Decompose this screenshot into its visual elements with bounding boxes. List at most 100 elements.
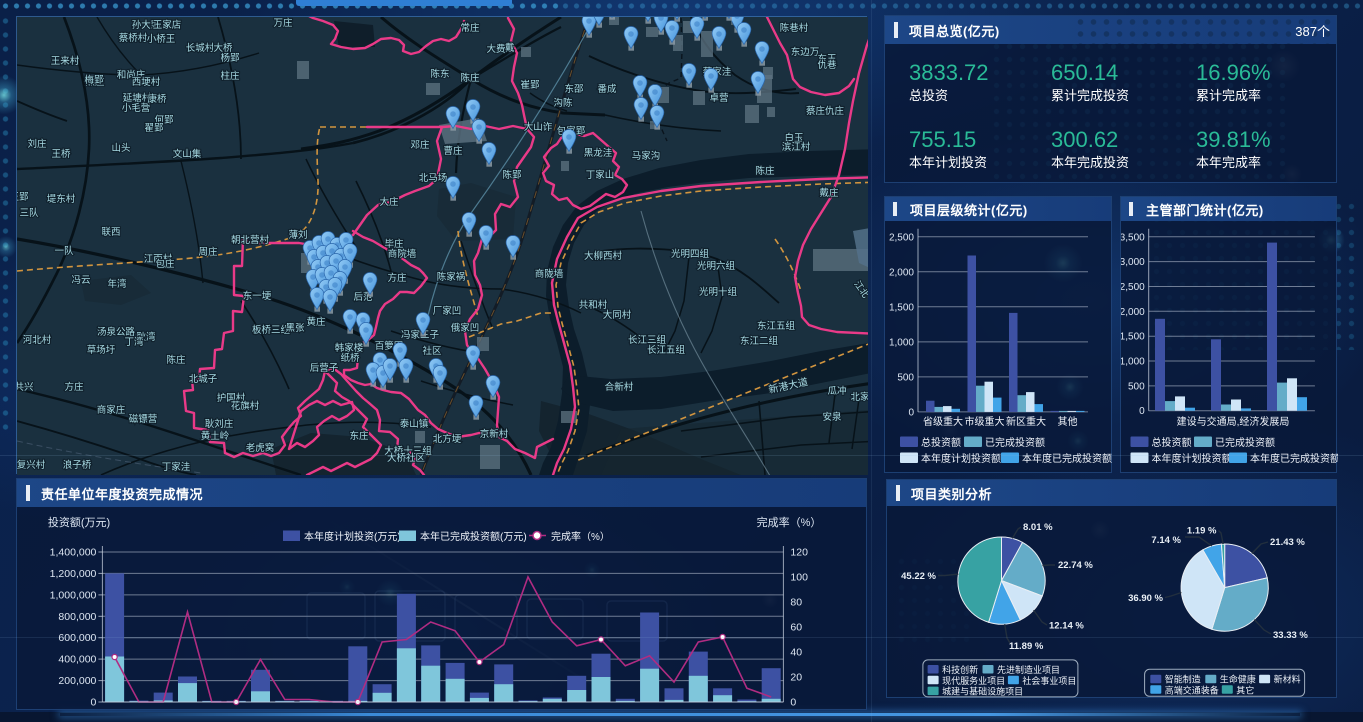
svg-text:800,000: 800,000	[58, 611, 96, 623]
svg-text:陈东: 陈东	[430, 68, 449, 80]
svg-text:城建与基础设施项目: 城建与基础设施项目	[942, 686, 1023, 697]
svg-text:黑龙洼: 黑龙洼	[584, 147, 613, 159]
svg-text:堤东村: 堤东村	[47, 193, 76, 205]
svg-text:生命健康: 生命健康	[1220, 674, 1256, 685]
svg-text:孙大郢: 孙大郢	[132, 19, 161, 31]
svg-text:光明十组: 光明十组	[699, 286, 738, 298]
svg-text:本年度已完成投资额: 本年度已完成投资额	[1022, 452, 1112, 465]
svg-text:500: 500	[1128, 381, 1145, 392]
svg-text:长江五组: 长江五组	[647, 344, 686, 356]
svg-text:仇巷: 仇巷	[817, 59, 837, 71]
svg-text:番成: 番成	[597, 83, 617, 95]
svg-text:2,500: 2,500	[889, 232, 914, 243]
svg-text:丁湾: 丁湾	[124, 336, 144, 348]
svg-text:梅郢: 梅郢	[84, 74, 104, 86]
svg-text:陈巷村: 陈巷村	[780, 22, 809, 34]
svg-text:总投资额: 总投资额	[1152, 436, 1192, 449]
svg-text:1,000,000: 1,000,000	[50, 589, 97, 601]
svg-text:22.74 %: 22.74 %	[1058, 560, 1093, 571]
svg-text:耿湾: 耿湾	[136, 331, 156, 343]
svg-text:杨郢: 杨郢	[220, 52, 240, 64]
svg-text:包庄: 包庄	[155, 258, 175, 270]
svg-text:戴庄: 戴庄	[819, 187, 839, 199]
svg-text:光明六组: 光明六组	[697, 260, 736, 272]
svg-text:45.22 %: 45.22 %	[901, 571, 936, 582]
svg-text:1,500: 1,500	[1121, 332, 1145, 343]
svg-text:大庄: 大庄	[379, 196, 399, 208]
svg-text:山头: 山头	[111, 142, 130, 154]
svg-text:大戴: 大戴	[495, 42, 515, 54]
svg-text:北马场: 北马场	[419, 173, 448, 184]
svg-text:其他: 其他	[1058, 415, 1078, 428]
svg-text:泰山镇: 泰山镇	[400, 418, 429, 430]
svg-text:韩家楼: 韩家楼	[335, 342, 364, 354]
svg-text:400,000: 400,000	[58, 654, 96, 666]
svg-text:黄庄: 黄庄	[306, 316, 326, 328]
svg-text:厂家凹: 厂家凹	[433, 305, 462, 317]
svg-text:纸桥: 纸桥	[340, 352, 360, 364]
svg-text:40: 40	[790, 647, 802, 659]
svg-text:1,000: 1,000	[1121, 357, 1145, 368]
svg-text:柱庄: 柱庄	[220, 70, 240, 82]
svg-text:联西: 联西	[101, 227, 120, 238]
svg-text:东江二组: 东江二组	[740, 335, 779, 347]
svg-text:高端交通装备: 高端交通装备	[1165, 684, 1219, 695]
svg-text:东边万: 东边万	[791, 46, 820, 58]
svg-text:总投资额: 总投资额	[921, 436, 961, 449]
svg-text:东庄: 东庄	[349, 430, 369, 442]
svg-text:本年度计划投资(万元): 本年度计划投资(万元)	[304, 530, 401, 543]
svg-text:崔郢: 崔郢	[520, 79, 540, 91]
svg-text:复兴村: 复兴村	[17, 459, 46, 471]
svg-text:护国村: 护国村	[217, 392, 246, 404]
svg-text:长城村: 长城村	[186, 42, 215, 54]
svg-text:1,400,000: 1,400,000	[50, 547, 97, 559]
svg-text:北城子: 北城子	[189, 374, 218, 385]
svg-text:社区: 社区	[422, 345, 442, 357]
svg-text:科技创新: 科技创新	[942, 664, 978, 675]
svg-text:丁家山: 丁家山	[586, 169, 615, 181]
svg-text:新区重大: 新区重大	[1006, 415, 1046, 428]
svg-text:磁镖营: 磁镖营	[129, 413, 158, 425]
svg-text:毕庄: 毕庄	[384, 238, 404, 250]
svg-text:商家庄: 商家庄	[97, 404, 126, 416]
svg-text:11.89 %: 11.89 %	[1009, 641, 1044, 652]
svg-text:建设与交通局,经济发展局: 建设与交通局,经济发展局	[1177, 415, 1290, 428]
svg-text:刘庄: 刘庄	[27, 138, 47, 150]
svg-text:王桥: 王桥	[51, 148, 71, 160]
svg-text:东邵: 东邵	[564, 83, 584, 95]
svg-text:沟陈: 沟陈	[553, 97, 573, 109]
svg-text:文山集: 文山集	[173, 148, 202, 160]
svg-text:花旗村: 花旗村	[231, 400, 260, 412]
svg-text:2,000: 2,000	[889, 267, 914, 278]
svg-text:21.43 %: 21.43 %	[1270, 537, 1305, 548]
svg-text:滨江村: 滨江村	[782, 141, 811, 153]
svg-text:大山诈: 大山诈	[524, 121, 553, 133]
svg-text:0: 0	[790, 697, 796, 709]
svg-text:600,000: 600,000	[58, 632, 96, 644]
svg-text:冯云: 冯云	[71, 275, 90, 286]
svg-text:东一埂: 东一埂	[243, 290, 272, 302]
svg-text:和尚庄: 和尚庄	[117, 69, 146, 81]
svg-text:33.33 %: 33.33 %	[1273, 630, 1308, 641]
svg-text:12.14 %: 12.14 %	[1049, 621, 1084, 632]
svg-text:60: 60	[790, 622, 802, 634]
svg-text:卓营: 卓营	[709, 92, 728, 104]
svg-text:何郢: 何郢	[154, 114, 174, 126]
svg-text:熊庄: 熊庄	[85, 76, 105, 88]
svg-text:板桥三组: 板桥三组	[252, 324, 291, 336]
svg-text:7.14 %: 7.14 %	[1151, 535, 1181, 546]
svg-text:浪子桥: 浪子桥	[63, 459, 92, 471]
svg-text:光明四组: 光明四组	[671, 248, 710, 260]
svg-text:1,500: 1,500	[889, 302, 914, 313]
svg-text:大桥: 大桥	[213, 42, 233, 54]
svg-text:80: 80	[790, 597, 802, 609]
svg-text:常庄: 常庄	[460, 22, 480, 34]
svg-text:市级重大: 市级重大	[965, 415, 1005, 428]
svg-text:曹庄: 曹庄	[443, 145, 463, 157]
svg-text:朝北营村: 朝北营村	[231, 234, 270, 246]
svg-text:现代服务业项目: 现代服务业项目	[942, 675, 1005, 686]
svg-text:长江三组: 长江三组	[628, 334, 667, 346]
svg-text:3,000: 3,000	[1121, 257, 1145, 268]
svg-text:东王: 东王	[817, 53, 837, 65]
svg-text:河北村: 河北村	[23, 334, 52, 346]
